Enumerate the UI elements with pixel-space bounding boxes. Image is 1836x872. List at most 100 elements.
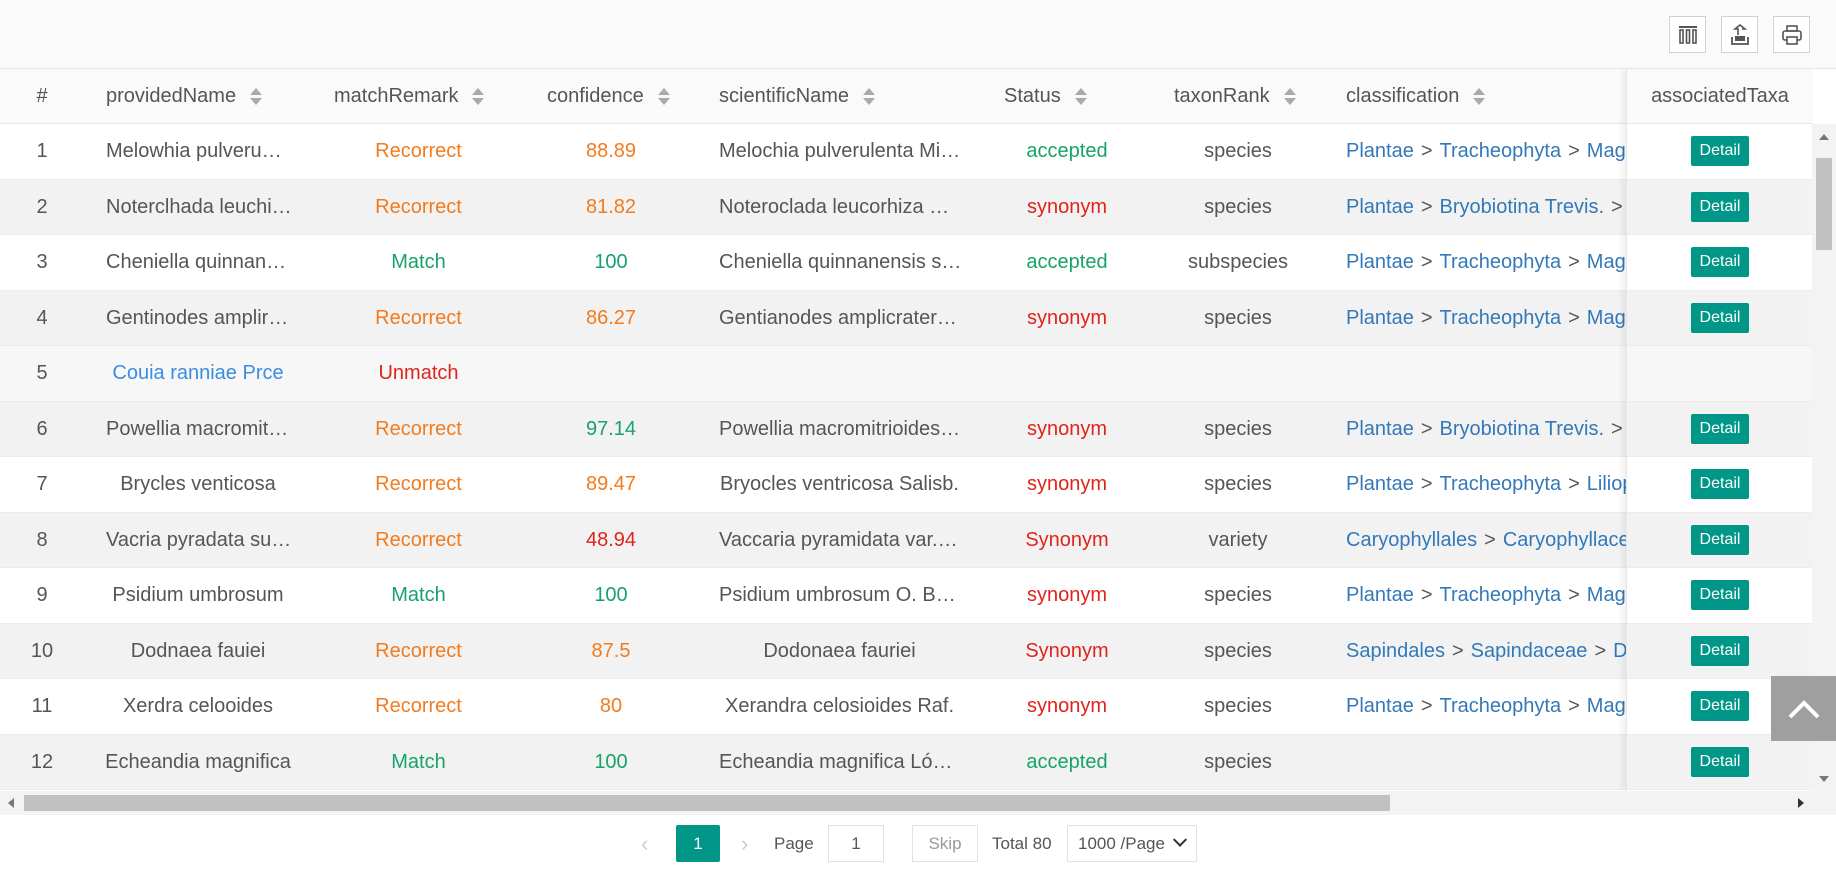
page-label: Page <box>774 833 814 853</box>
print-button[interactable] <box>1773 16 1810 53</box>
classification-cell: Plantae > Tracheophyta > Magr <box>1324 124 1626 179</box>
detail-button[interactable]: Detail <box>1690 635 1750 666</box>
columns-button[interactable] <box>1669 16 1706 53</box>
classification-cell <box>1324 735 1626 790</box>
export-button[interactable] <box>1721 16 1758 53</box>
classification-link[interactable]: Magr <box>1586 306 1626 329</box>
classification-link[interactable]: Tracheophyta <box>1439 251 1562 273</box>
sort-icon[interactable] <box>657 87 670 107</box>
classification-link[interactable]: Plantae <box>1346 584 1414 606</box>
provided-name-cell[interactable]: Couia ranniae Prce <box>112 362 284 384</box>
detail-button[interactable]: Detail <box>1690 413 1750 444</box>
classification-link[interactable]: Plantae <box>1346 306 1414 329</box>
sort-icon[interactable] <box>250 87 263 107</box>
separator: > <box>1568 584 1580 606</box>
classification-link[interactable]: Plantae <box>1346 417 1414 440</box>
detail-button[interactable]: Detail <box>1690 524 1750 555</box>
detail-button[interactable]: Detail <box>1690 136 1750 167</box>
vertical-scroll-thumb[interactable] <box>1816 158 1832 250</box>
confidence-cell: 86.27 <box>585 306 637 329</box>
sort-icon[interactable] <box>863 87 876 107</box>
table-row[interactable]: 4 Gentinodes amplir… Recorrect 86.27 Gentian… <box>0 290 1812 346</box>
detail-button[interactable]: Detail <box>1690 247 1750 278</box>
confidence-cell: 81.82 <box>585 195 637 218</box>
classification-link[interactable]: Liliop <box>1586 473 1626 495</box>
classification-link[interactable]: Magr <box>1586 140 1626 162</box>
separator: > <box>1451 639 1464 662</box>
next-page-button[interactable]: › <box>741 825 748 862</box>
classification-link[interactable]: Caryophyllace <box>1502 528 1626 551</box>
classification-link[interactable]: Do <box>1613 639 1626 662</box>
provided-name-cell: Powellia macromit… <box>106 417 289 440</box>
col-header-classification[interactable]: classification <box>1346 69 1486 124</box>
classification-link[interactable]: Bryobiotina Trevis. <box>1439 417 1605 440</box>
table-row[interactable]: 11 Xerdra celooides Recorrect 80 Xerandra ce… <box>0 679 1812 735</box>
table-row[interactable]: 5 Couia ranniae Prce Unmatch <box>0 346 1812 402</box>
classification-link[interactable]: Plantae <box>1346 140 1414 162</box>
classification-link[interactable]: Magr <box>1586 251 1626 273</box>
sort-icon[interactable] <box>472 87 485 107</box>
detail-button[interactable]: Detail <box>1690 302 1750 333</box>
classification-link[interactable]: Tracheophyta <box>1439 473 1562 495</box>
classification-link[interactable]: Plantae <box>1346 195 1414 218</box>
detail-button[interactable]: Detail <box>1690 691 1750 722</box>
classification-cell: Plantae > Bryobiotina Trevis. > <box>1324 180 1626 235</box>
classification-link[interactable]: Caryophyllales <box>1346 528 1478 551</box>
detail-button[interactable]: Detail <box>1690 469 1750 500</box>
detail-button[interactable]: Detail <box>1690 580 1750 611</box>
table-row[interactable]: 7 Brycles venticosa Recorrect 89.47 Bryocles… <box>0 457 1812 513</box>
col-header-scientificname[interactable]: scientificName <box>719 69 876 124</box>
table-row[interactable]: 8 Vacria pyradata su… Recorrect 48.94 Vaccar… <box>0 512 1812 568</box>
classification-link[interactable]: Sapindaceae <box>1470 639 1588 662</box>
scroll-up-icon[interactable] <box>1819 134 1829 140</box>
match-remark-cell: Match <box>391 584 446 606</box>
back-to-top-button[interactable] <box>1771 676 1836 741</box>
match-remark-cell: Recorrect <box>375 195 462 218</box>
classification-link[interactable]: Tracheophyta <box>1439 695 1562 717</box>
scroll-right-icon[interactable] <box>1798 798 1804 808</box>
sort-icon[interactable] <box>1283 87 1296 107</box>
table-row[interactable]: 3 Cheniella quinnan… Match 100 Cheniella qui… <box>0 235 1812 291</box>
associated-taxa-cell: Detail <box>1627 290 1813 346</box>
classification-link[interactable]: Bryobiotina Trevis. <box>1439 195 1605 218</box>
classification-link[interactable]: Magr <box>1586 584 1626 606</box>
classification-link[interactable]: Tracheophyta <box>1439 140 1562 162</box>
col-header-taxonrank[interactable]: taxonRank <box>1174 69 1296 124</box>
classification-link[interactable]: Plantae <box>1346 251 1414 273</box>
classification-link[interactable]: Tracheophyta <box>1439 306 1562 329</box>
detail-button[interactable]: Detail <box>1690 746 1750 777</box>
classification-link[interactable]: Plantae <box>1346 473 1414 495</box>
scientific-name-cell <box>697 346 982 401</box>
skip-button[interactable]: Skip <box>912 825 978 862</box>
classification-cell: Plantae > Tracheophyta > Magr <box>1324 679 1626 734</box>
detail-button[interactable]: Detail <box>1690 191 1750 222</box>
col-header-confidence[interactable]: confidence <box>547 69 670 124</box>
classification-link[interactable]: Tracheophyta <box>1439 584 1562 606</box>
separator: > <box>1484 528 1496 551</box>
page-size-select[interactable]: 1000 /Page <box>1067 825 1197 862</box>
scroll-down-icon[interactable] <box>1819 776 1829 782</box>
classification-link[interactable]: Sapindales <box>1346 639 1445 662</box>
sort-icon[interactable] <box>1473 87 1486 107</box>
current-page-button[interactable]: 1 <box>676 825 720 862</box>
classification-link[interactable]: Plantae <box>1346 695 1414 717</box>
table-row[interactable]: 1 Melowhia pulveru… Recorrect 88.89 Melochia… <box>0 124 1812 180</box>
sort-icon[interactable] <box>1074 87 1087 107</box>
col-header-status[interactable]: Status <box>1004 69 1087 124</box>
page-number-input[interactable]: 1 <box>828 825 884 862</box>
col-header-matchremark[interactable]: matchRemark <box>334 69 485 124</box>
prev-page-button[interactable]: ‹ <box>641 825 648 862</box>
col-header-providedname[interactable]: providedName <box>106 69 263 124</box>
horizontal-scroll-thumb[interactable] <box>24 795 1390 811</box>
taxon-rank-cell: species <box>1204 306 1272 329</box>
horizontal-scrollbar[interactable] <box>0 791 1812 815</box>
table-row[interactable]: 2 Noterclhada leuchi… Recorrect 81.82 Notero… <box>0 179 1812 235</box>
table-row[interactable]: 10 Dodnaea fauiei Recorrect 87.5 Dodonaea fa… <box>0 623 1812 679</box>
table-row[interactable]: 12 Echeandia magnifica Match 100 Echeandia m… <box>0 734 1812 790</box>
classification-link[interactable]: Magr <box>1586 695 1626 717</box>
scroll-left-icon[interactable] <box>8 798 14 808</box>
table-row[interactable]: 9 Psidium umbrosum Match 100 Psidium umbrosu… <box>0 568 1812 624</box>
provided-name-cell: Cheniella quinnan… <box>106 251 287 273</box>
associated-taxa-cell: Detail <box>1627 734 1813 790</box>
table-row[interactable]: 6 Powellia macromit… Recorrect 97.14 Powelli… <box>0 401 1812 457</box>
